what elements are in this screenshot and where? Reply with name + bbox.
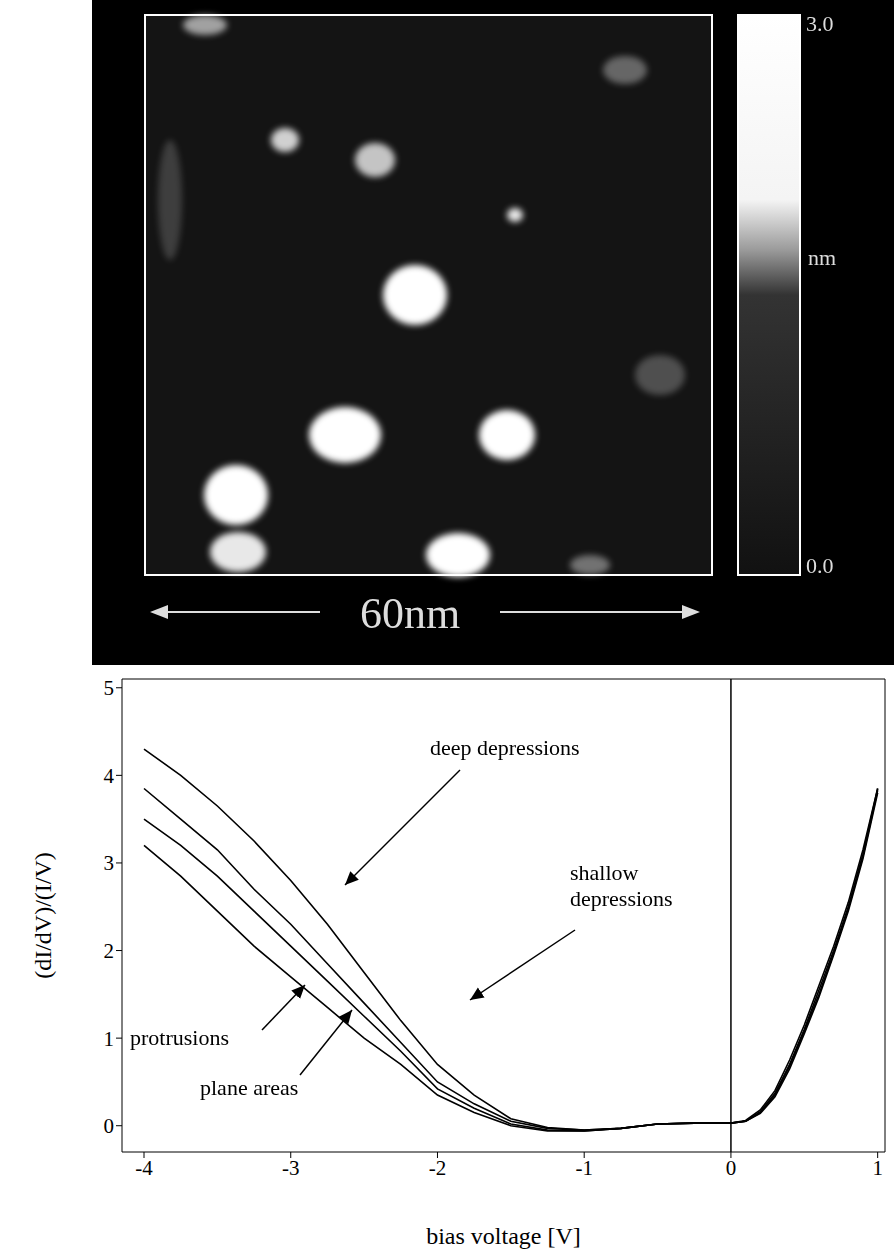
svg-text:plane areas: plane areas: [200, 1075, 298, 1100]
svg-text:-3: -3: [282, 1156, 300, 1180]
svg-text:0.0: 0.0: [806, 553, 834, 578]
svg-text:protrusions: protrusions: [130, 1025, 229, 1050]
svg-text:1: 1: [104, 1027, 115, 1051]
svg-text:-1: -1: [575, 1156, 593, 1180]
svg-text:(dI/dV)/(I/V): (dI/dV)/(I/V): [30, 852, 56, 979]
svg-text:-4: -4: [135, 1156, 153, 1180]
svg-text:5: 5: [104, 676, 115, 700]
svg-text:0: 0: [104, 1114, 115, 1138]
svg-text:bias voltage [V]: bias voltage [V]: [426, 1223, 581, 1249]
svg-text:1: 1: [872, 1156, 883, 1180]
svg-text:nm: nm: [808, 245, 836, 270]
svg-text:deep depressions: deep depressions: [430, 735, 580, 760]
svg-text:3.0: 3.0: [806, 11, 834, 36]
svg-text:shallowdepressions: shallowdepressions: [570, 860, 673, 911]
svg-text:2: 2: [104, 939, 115, 963]
svg-text:-2: -2: [429, 1156, 447, 1180]
svg-text:60nm: 60nm: [360, 589, 460, 638]
svg-text:3: 3: [104, 851, 115, 875]
svg-text:4: 4: [104, 764, 115, 788]
svg-text:0: 0: [726, 1156, 737, 1180]
